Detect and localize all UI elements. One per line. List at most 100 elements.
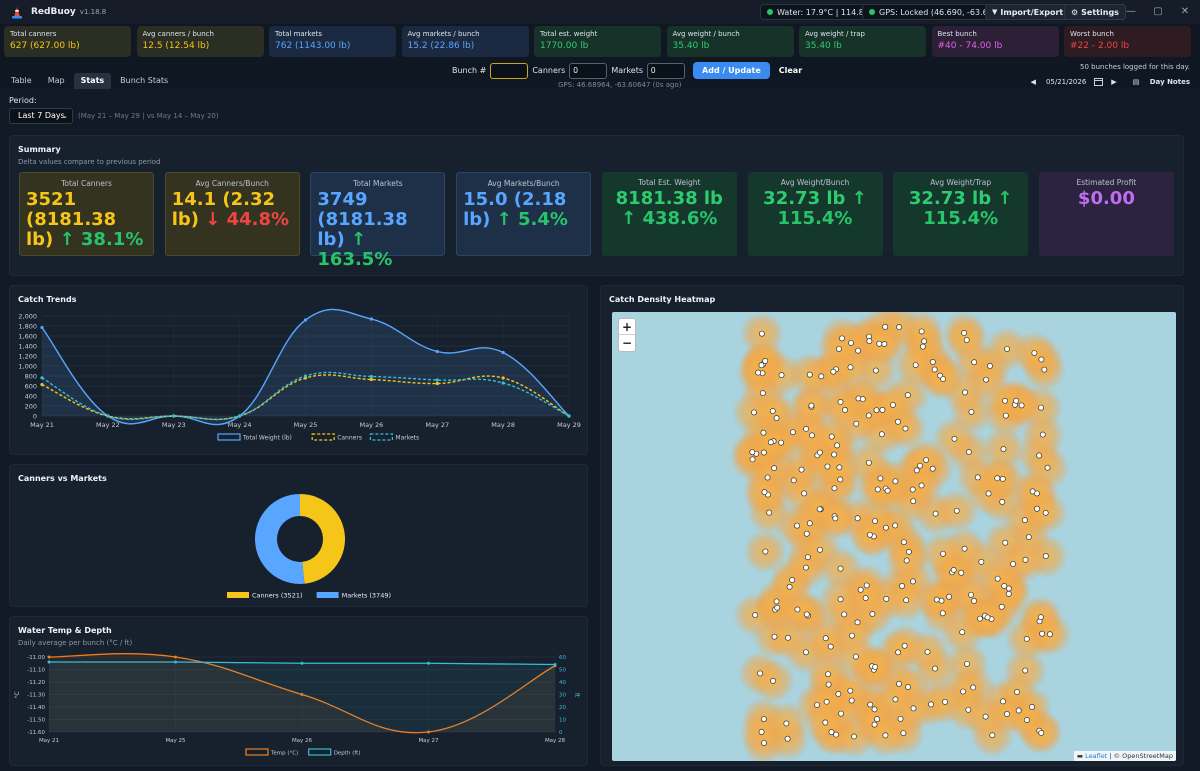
catch-point-marker — [867, 701, 874, 708]
catch-point-marker — [749, 449, 756, 456]
next-day-button[interactable]: ▶ — [1111, 78, 1117, 86]
catch-point-marker — [854, 515, 861, 522]
catch-point-marker — [825, 681, 832, 688]
catch-point-marker — [932, 510, 939, 517]
y-left-tick-label: -11.00 — [27, 655, 45, 661]
data-point — [435, 378, 439, 382]
minimize-button[interactable]: — — [1126, 6, 1136, 17]
catch-point-marker — [938, 597, 945, 604]
data-point — [300, 693, 304, 696]
maximize-button[interactable]: ▢ — [1153, 6, 1163, 17]
catch-point-marker — [761, 740, 768, 746]
heatmap-map[interactable]: + − ▬ Leaflet | © OpenStreetMap — [612, 312, 1176, 761]
stat-card: Avg weight / trap 35.40 lb — [799, 26, 926, 57]
catch-point-marker — [994, 475, 1001, 482]
catch-point-marker — [778, 372, 785, 379]
catch-point-marker — [854, 619, 861, 626]
x-tick-label: May 23 — [162, 421, 186, 429]
series-area — [49, 653, 555, 733]
catch-point-marker — [919, 343, 926, 350]
add-update-button[interactable]: Add / Update — [693, 62, 770, 79]
catch-point-marker — [804, 554, 811, 561]
catch-point-marker — [836, 464, 843, 471]
data-point — [303, 318, 308, 322]
stat-card-value: #22 - 2.00 lb — [1070, 41, 1130, 51]
settings-button[interactable]: ⚙ Settings — [1064, 4, 1126, 20]
stat-card-label: Avg weight / bunch — [672, 30, 740, 38]
catch-point-marker — [824, 463, 831, 470]
catch-point-marker — [1005, 585, 1012, 592]
markets-input[interactable] — [647, 62, 686, 79]
catch-point-marker — [866, 531, 873, 538]
catch-point-marker — [876, 340, 883, 347]
prev-day-button[interactable]: ◀ — [1030, 78, 1036, 86]
catch-point-marker — [942, 698, 948, 705]
calendar-icon[interactable] — [1094, 77, 1104, 88]
catch-point-marker — [759, 390, 766, 397]
catch-point-marker — [774, 604, 781, 611]
catch-point-marker — [881, 341, 888, 347]
summary-card-value: 8181.38 lb ↑ 438.6% — [608, 189, 731, 229]
summary-card-value: 14.1 (2.32 lb) ↓ 44.8% — [172, 190, 293, 230]
catch-point-marker — [897, 715, 904, 722]
tab-stats[interactable]: Stats — [73, 73, 112, 89]
data-point — [369, 317, 373, 321]
summary-value-text: 3521 (8181.38 lb) — [26, 189, 117, 250]
gps-readout: GPS: 46.68964, -63.60647 (0s ago) — [558, 81, 682, 89]
catch-point-marker — [837, 596, 844, 603]
stat-card: Total canners 627 (627.00 lb) — [4, 26, 131, 57]
tab-map[interactable]: Map — [47, 76, 65, 85]
catch-point-marker — [933, 596, 940, 603]
catch-point-marker — [831, 485, 838, 492]
x-tick-label: May 25 — [165, 738, 186, 744]
catch-point-marker — [940, 376, 947, 382]
tab-table[interactable]: Table — [11, 76, 32, 85]
zoom-out-button[interactable]: − — [621, 336, 633, 350]
tab-bunch-stats[interactable]: Bunch Stats — [120, 76, 169, 85]
stat-card: Avg weight / bunch 35.40 lb — [666, 26, 794, 57]
catch-point-marker — [1029, 704, 1035, 710]
day-notes-button[interactable]: ▤ Day Notes — [1125, 78, 1190, 86]
canners-input[interactable] — [569, 62, 608, 79]
y-right-tick-label: 60 — [559, 655, 566, 661]
y-tick-label: 800 — [25, 373, 37, 381]
catch-point-marker — [965, 706, 972, 713]
data-point — [238, 414, 242, 418]
catch-point-marker — [773, 598, 780, 605]
catch-point-marker — [865, 412, 872, 419]
catch-point-marker — [758, 728, 765, 735]
data-point — [40, 325, 44, 330]
catch-point-marker — [803, 564, 809, 571]
y-tick-label: 1,800 — [18, 323, 37, 331]
bunch-number-input[interactable] — [490, 62, 529, 79]
summary-card: Total Est. Weight 8181.38 lb ↑ 438.6% — [601, 172, 737, 256]
catch-point-marker — [853, 420, 860, 427]
catch-point-marker — [869, 610, 876, 617]
catch-point-marker — [900, 539, 907, 546]
close-button[interactable]: ✕ — [1180, 6, 1190, 17]
catch-point-marker — [818, 373, 825, 380]
catch-point-marker — [847, 364, 854, 371]
legend-swatch — [369, 433, 393, 441]
catch-point-marker — [760, 449, 767, 456]
catch-point-marker — [764, 474, 771, 481]
legend-swatch — [227, 592, 249, 598]
catch-point-marker — [803, 425, 810, 432]
catch-point-marker — [923, 457, 930, 463]
data-point — [47, 655, 51, 659]
stat-card-label: Avg canners / bunch — [142, 30, 214, 38]
catch-point-marker — [961, 330, 968, 336]
app-title: RedBuoy — [31, 7, 76, 17]
zoom-in-button[interactable]: + — [619, 319, 635, 335]
import-export-button[interactable]: ▼ Import/Export — [985, 4, 1071, 20]
catch-point-marker — [783, 720, 790, 727]
water-status: Water: 17.9°C | 114.8ft — [760, 4, 877, 20]
summary-subtitle: Delta values compare to previous period — [18, 158, 161, 166]
heatmap-layer — [730, 312, 1072, 761]
clear-button[interactable]: Clear — [778, 66, 803, 75]
catch-point-marker — [987, 363, 993, 369]
summary-value-text: 14.1 (2.32 lb) — [171, 189, 276, 230]
period-select[interactable]: Last 7 Days ⌄ — [9, 108, 73, 124]
leaflet-link[interactable]: Leaflet — [1085, 752, 1108, 760]
